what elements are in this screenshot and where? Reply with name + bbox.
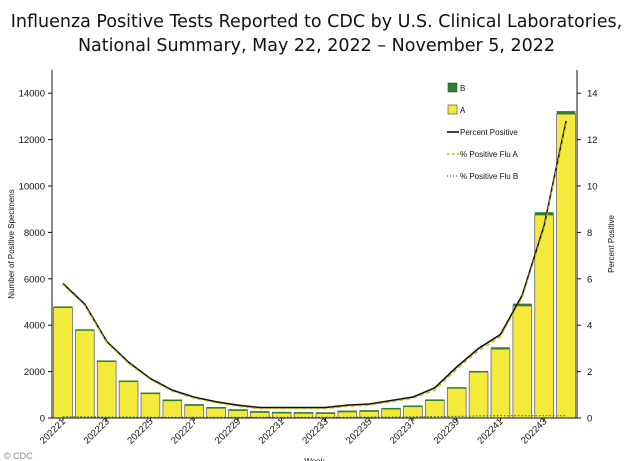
y2-tick-label-2: 2 xyxy=(587,367,592,378)
bar-b-202236 xyxy=(381,407,401,410)
y-tick-label-10000: 10000 xyxy=(19,182,45,193)
cdc-watermark: © CDC xyxy=(4,451,33,461)
x-tick-label-202229: 202229 xyxy=(213,416,243,446)
bar-a-202221 xyxy=(53,306,73,419)
y2-tick-label-0: 0 xyxy=(587,414,592,425)
bar-b-202232 xyxy=(294,412,313,414)
bar-a-202223 xyxy=(96,360,117,419)
bar-b-202235 xyxy=(359,410,379,412)
legend-label-percent-positive: Percent Positive xyxy=(460,128,518,137)
chart-title-line-1: Influenza Positive Tests Reported to CDC… xyxy=(10,12,623,32)
line-percent-positive xyxy=(62,120,567,409)
bar-b-202226 xyxy=(162,399,182,402)
bar-a-202241 xyxy=(490,348,511,419)
legend-label-a: A xyxy=(460,106,466,115)
bar-b-202243 xyxy=(534,212,554,215)
y2-tick-label-14: 14 xyxy=(587,89,598,100)
y-tick-label-0: 0 xyxy=(40,414,45,425)
x-tick-label-202243: 202243 xyxy=(519,416,549,446)
bar-b-202241 xyxy=(491,347,510,350)
bar-a-202238 xyxy=(425,399,445,419)
bar-a-202236 xyxy=(381,407,401,419)
x-tick-label-202225: 202225 xyxy=(125,416,155,446)
bar-b-202224 xyxy=(119,380,138,383)
x-tick-label-202233: 202233 xyxy=(300,416,330,446)
bar-b-202230 xyxy=(250,411,270,413)
bar-a-202225 xyxy=(140,392,161,419)
bar-b-202223 xyxy=(97,360,117,362)
bar-a-202228 xyxy=(206,406,226,419)
bar-b-202242 xyxy=(512,303,532,306)
bar-b-202233 xyxy=(316,412,335,414)
bar-b-202234 xyxy=(337,410,357,413)
x-axis-title: Week xyxy=(304,457,325,461)
legend-swatch-b xyxy=(447,82,458,93)
bar-b-202225 xyxy=(141,392,160,395)
bar-a-202227 xyxy=(184,404,204,419)
y-tick-label-4000: 4000 xyxy=(24,321,45,332)
bar-b-202240 xyxy=(469,370,488,373)
bar-a-202222 xyxy=(75,329,95,419)
x-tick-label-202235: 202235 xyxy=(344,416,374,446)
y-axis-title: Number of Positive Specimens xyxy=(7,189,16,298)
x-tick-label-202227: 202227 xyxy=(169,416,199,446)
bar-b-202239 xyxy=(447,387,467,389)
x-tick-label-202223: 202223 xyxy=(82,416,112,446)
bar-b-202244 xyxy=(556,111,576,115)
x-tick-label-202237: 202237 xyxy=(388,416,418,446)
bar-a-202239 xyxy=(446,387,467,419)
bar-b-202222 xyxy=(75,329,95,331)
bar-a-202244 xyxy=(556,113,576,419)
x-tick-label-202241: 202241 xyxy=(475,416,505,446)
bar-b-202221 xyxy=(53,306,73,308)
chart-title-line-2: National Summary, May 22, 2022 – Novembe… xyxy=(77,36,556,56)
y2-axis-title: Percent Positive xyxy=(607,215,616,273)
bar-b-202229 xyxy=(228,409,248,411)
legend-label-positive-flu-a: % Positive Flu A xyxy=(460,150,518,159)
bar-a-202224 xyxy=(118,380,139,419)
legend-label-positive-flu-b: % Positive Flu B xyxy=(460,172,518,181)
bar-b-202228 xyxy=(206,407,226,409)
x-tick-label-202231: 202231 xyxy=(257,416,287,446)
bar-a-202226 xyxy=(162,399,183,419)
y-tick-label-2000: 2000 xyxy=(24,367,45,378)
y2-tick-label-10: 10 xyxy=(587,182,598,193)
bar-a-202240 xyxy=(468,371,489,419)
bar-b-202238 xyxy=(425,399,445,401)
bar-b-202231 xyxy=(272,411,292,414)
y2-tick-label-12: 12 xyxy=(587,135,598,146)
line-percent-positive-flu-a xyxy=(62,123,567,410)
y2-tick-label-4: 4 xyxy=(587,321,592,332)
bar-a-202242 xyxy=(512,305,533,419)
y2-tick-label-8: 8 xyxy=(587,228,592,239)
y2-tick-label-6: 6 xyxy=(587,274,592,285)
y-tick-label-6000: 6000 xyxy=(24,274,45,285)
chart-title: Influenza Positive Tests Reported to CDC… xyxy=(0,10,633,58)
y-tick-label-14000: 14000 xyxy=(19,89,45,100)
bar-b-202227 xyxy=(184,404,204,406)
bar-b-202237 xyxy=(403,405,423,408)
line-percent-positive-flu-b xyxy=(62,415,567,418)
legend-label-b: B xyxy=(460,84,465,93)
y-tick-label-8000: 8000 xyxy=(24,228,45,239)
y-tick-label-12000: 12000 xyxy=(19,135,45,146)
legend-swatch-a xyxy=(447,104,458,115)
plot-area xyxy=(53,111,576,419)
bar-a-202237 xyxy=(403,405,423,419)
legend: B A Percent Positive % Positive Flu A % Posi… xyxy=(447,82,518,181)
x-tick-label-202239: 202239 xyxy=(432,416,462,446)
